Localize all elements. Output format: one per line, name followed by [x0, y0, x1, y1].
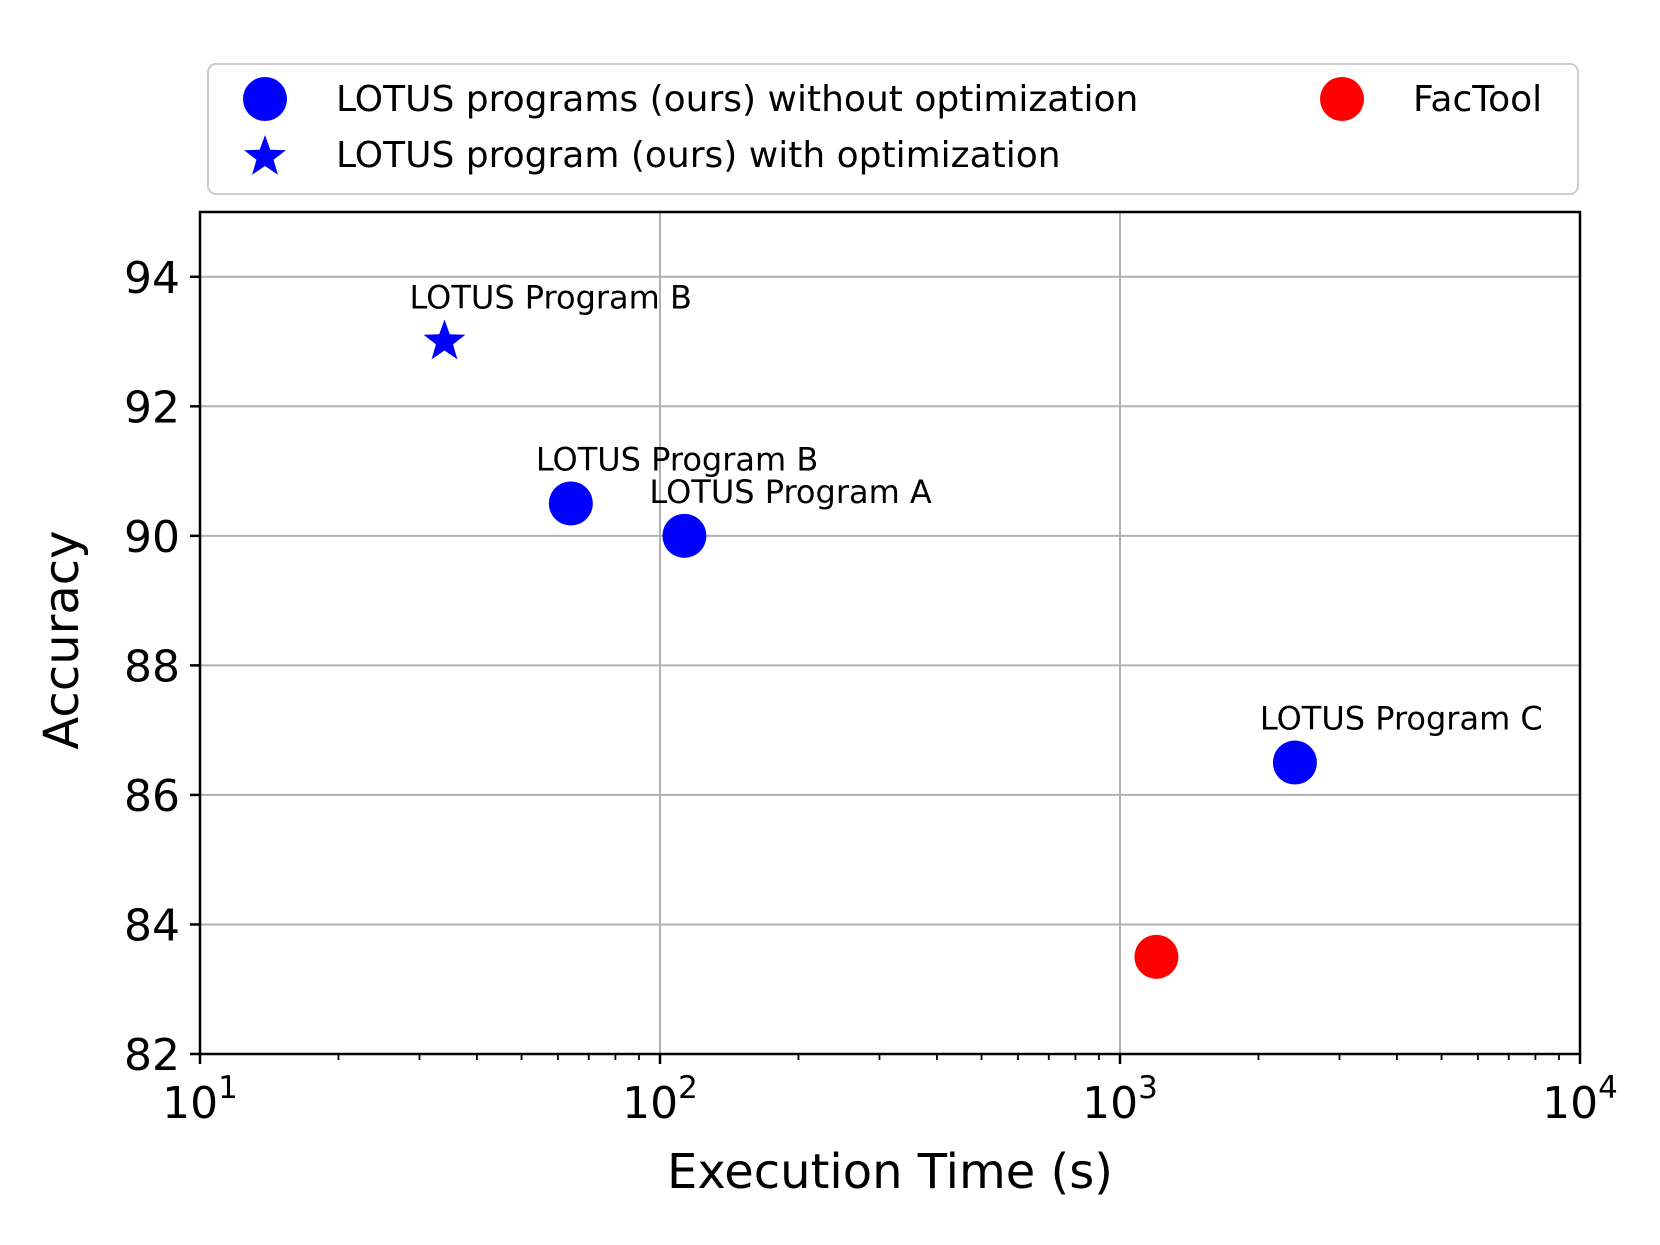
data-point-circle	[1134, 934, 1179, 979]
x-axis-title: Execution Time (s)	[667, 1144, 1113, 1200]
y-tick-label: 94	[124, 253, 180, 304]
data-points	[423, 319, 1317, 979]
legend-label-without-optimization: LOTUS programs (ours) without optimizati…	[336, 79, 1138, 120]
x-tick-label: 102	[622, 1070, 698, 1129]
point-label: LOTUS Program B	[536, 440, 818, 478]
y-tick-label: 90	[124, 512, 180, 563]
point-label: LOTUS Program A	[649, 473, 932, 511]
x-tick-label: 101	[162, 1070, 238, 1129]
y-tick-label: 84	[124, 900, 180, 951]
legend-marker-circle-blue	[243, 77, 287, 121]
legend-frame	[207, 63, 1579, 195]
y-tick-label: 92	[124, 382, 180, 433]
x-tick-label: 104	[1542, 1070, 1618, 1129]
legend-marker-circle-red	[1320, 77, 1364, 121]
data-point-circle	[662, 513, 707, 558]
x-tick-label: 103	[1082, 1070, 1158, 1129]
data-point-star	[423, 319, 466, 360]
legend-label-factool: FacTool	[1413, 79, 1542, 120]
y-tick-label: 86	[124, 771, 180, 822]
y-tick-label: 82	[124, 1030, 180, 1081]
legend-label-with-optimization: LOTUS program (ours) with optimization	[336, 135, 1061, 176]
axis-ticks: 82 84 86 88 90 92 94 101 102 103 104	[124, 253, 1618, 1129]
grid-lines	[199, 212, 1581, 1055]
plot-frame	[198, 210, 1582, 1056]
data-point-circle	[548, 481, 593, 526]
point-label: LOTUS Program B	[409, 279, 691, 317]
legend: LOTUS programs (ours) without optimizati…	[207, 63, 1579, 195]
y-axis-title: Accuracy	[34, 530, 90, 749]
data-point-circle	[1272, 740, 1317, 785]
legend-marker-star-blue	[244, 135, 286, 175]
point-label: LOTUS Program C	[1260, 700, 1543, 738]
y-tick-label: 88	[124, 641, 180, 692]
